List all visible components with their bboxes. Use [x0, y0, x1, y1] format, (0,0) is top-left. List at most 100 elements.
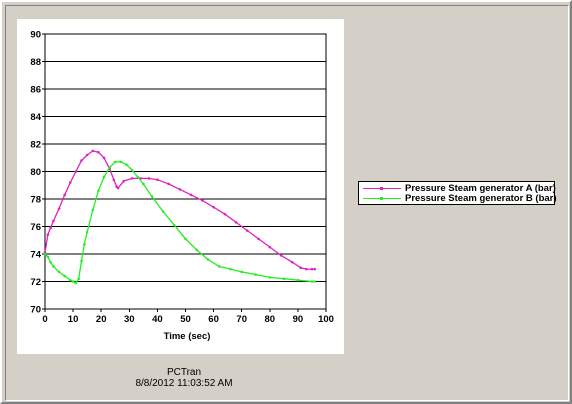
data-point-b-31: [240, 270, 243, 274]
x-tick-label-50: 50: [180, 314, 191, 325]
y-tick-label-82: 82: [30, 140, 41, 151]
data-point-b-2: [49, 260, 52, 264]
data-point-b-16: [108, 166, 111, 169]
data-point-b-4: [57, 270, 61, 274]
plot-panel: 70 72 74 76 78 80 82 84 86 88 90 0 10 20 30 40 50 60 70 80 9…: [17, 19, 344, 354]
data-point-a-20: [147, 177, 151, 180]
chart-panel-border: [5, 5, 569, 401]
data-point-b-6: [68, 278, 72, 282]
data-point-b-19: [125, 163, 128, 166]
legend: Pressure Steam generator A (bar) Pressur…: [358, 181, 557, 205]
data-point-a-8: [80, 159, 83, 162]
data-point-b-23: [150, 194, 154, 198]
data-point-b-36: [310, 280, 314, 283]
data-point-b-11: [83, 243, 86, 246]
y-tick-label-88: 88: [30, 57, 41, 68]
data-point-a-9: [85, 153, 89, 157]
data-point-b-34: [282, 277, 286, 281]
data-point-b-9: [77, 277, 81, 281]
data-point-b-21: [136, 175, 140, 179]
data-point-a-4: [57, 207, 61, 210]
data-point-a-17: [122, 179, 125, 183]
data-point-a-1: [46, 233, 50, 237]
data-point-b-35: [296, 278, 300, 282]
x-tick-label-80: 80: [265, 314, 276, 325]
legend-marker-a: [380, 187, 383, 190]
data-point-b-1: [46, 255, 50, 259]
data-point-a-21: [156, 178, 159, 182]
data-point-a-5: [63, 193, 66, 197]
x-tick-label-0: 0: [42, 314, 47, 325]
data-point-b-37: [313, 280, 317, 283]
data-point-b-5: [63, 274, 66, 278]
legend-label-a: Pressure Steam generator A (bar): [405, 183, 556, 194]
grid-lines: [45, 33, 326, 282]
data-point-b-28: [206, 258, 210, 261]
data-point-b-20: [130, 168, 134, 172]
data-point-a-26: [212, 205, 215, 209]
series-line-a: [44, 150, 315, 270]
data-point-b-29: [217, 265, 221, 268]
y-tick-label-80: 80: [30, 167, 41, 178]
data-point-a-7: [74, 170, 78, 173]
data-point-a-25: [201, 199, 204, 202]
data-point-a-27: [223, 212, 227, 216]
data-point-a-3: [52, 219, 55, 223]
data-point-b-0: [43, 252, 47, 256]
data-point-a-23: [178, 188, 182, 191]
y-tick-label-84: 84: [30, 112, 41, 123]
y-tick-label-70: 70: [30, 305, 41, 316]
y-tick-label-72: 72: [30, 277, 41, 288]
data-point-b-33: [268, 276, 272, 279]
data-point-b-27: [195, 248, 199, 252]
data-point-b-25: [172, 223, 176, 227]
footer-app-name: PCTran: [166, 367, 202, 378]
data-point-b-10: [80, 259, 83, 263]
data-point-a-32: [279, 254, 283, 257]
data-point-a-18: [130, 177, 134, 180]
legend-label-b: Pressure Steam generator B (bar): [405, 193, 557, 204]
data-point-b-14: [97, 189, 100, 193]
data-point-b-30: [229, 267, 232, 271]
data-point-a-2: [49, 226, 52, 230]
data-point-b-17: [113, 160, 117, 164]
x-tick-label-30: 30: [124, 314, 135, 325]
data-point-b-8: [74, 281, 78, 285]
series-line-b: [44, 161, 315, 284]
data-point-a-34: [299, 266, 303, 270]
x-tick-label-90: 90: [293, 314, 304, 325]
data-point-b-3: [52, 265, 55, 268]
y-tick-label-86: 86: [30, 85, 41, 96]
legend-marker-b: [380, 197, 383, 200]
series-lines: [43, 149, 317, 285]
x-tick-label-20: 20: [96, 314, 107, 325]
data-point-b-7: [71, 280, 75, 283]
line-chart: 70 72 74 76 78 80 82 84 86 88 90 0 10 20 30 40 50 60 70 80 9…: [30, 30, 334, 343]
legend-item-a: Pressure Steam generator A (bar): [359, 183, 556, 194]
x-tick-label-70: 70: [236, 314, 247, 325]
data-point-a-14: [112, 178, 116, 182]
data-point-b-15: [102, 175, 106, 179]
data-point-a-12: [102, 156, 106, 160]
axes: [42, 33, 327, 312]
data-point-a-22: [167, 182, 170, 186]
tick-labels: 70 72 74 76 78 80 82 84 86 88 90 0 10 20 30 40 50 60 70 80 9…: [30, 30, 334, 326]
data-point-b-26: [184, 237, 187, 241]
data-point-b-18: [119, 160, 123, 164]
data-point-a-11: [97, 150, 100, 154]
data-point-b-22: [142, 182, 145, 186]
data-point-a-10: [91, 149, 95, 153]
data-point-a-36: [310, 267, 314, 271]
legend-item-b: Pressure Steam generator B (bar): [359, 193, 557, 204]
data-point-b-13: [91, 208, 95, 212]
y-tick-label-90: 90: [30, 30, 41, 41]
data-point-a-37: [313, 267, 317, 271]
data-point-b-24: [161, 210, 165, 213]
y-tick-label-74: 74: [30, 250, 41, 261]
data-point-a-35: [305, 267, 308, 271]
data-point-a-31: [268, 245, 272, 249]
x-tick-label-60: 60: [208, 314, 219, 325]
data-point-b-12: [85, 230, 89, 234]
data-point-b-32: [254, 273, 258, 276]
x-tick-label-10: 10: [68, 314, 79, 325]
